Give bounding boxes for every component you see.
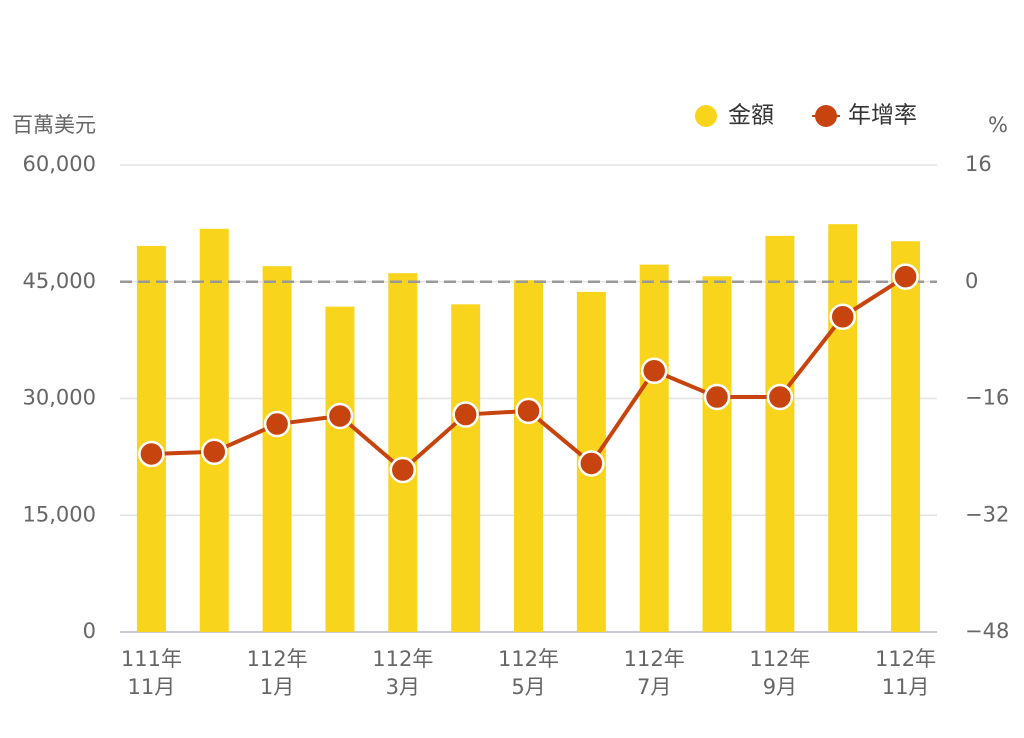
x-tick-label: 112年 [624, 647, 685, 671]
x-tick-label: 112年 [749, 647, 810, 671]
bar [199, 228, 229, 632]
y-tick-label: 15,000 [23, 502, 96, 526]
line-marker [138, 440, 165, 468]
bar [765, 235, 795, 632]
x-tick-label: 7月 [637, 675, 671, 699]
x-tick-label: 5月 [511, 675, 545, 699]
bar [702, 276, 732, 632]
line-marker [263, 410, 291, 438]
x-tick-label: 112年 [875, 647, 936, 671]
legend-label: 年增率 [848, 103, 917, 129]
bar [262, 266, 292, 632]
y-tick-label: 0 [83, 619, 96, 643]
line-marker [326, 402, 354, 430]
x-tick-label: 11月 [128, 675, 176, 699]
line-marker [452, 401, 479, 428]
y-tick-label: 30,000 [23, 386, 96, 410]
line-marker [703, 383, 731, 411]
x-tick-label: 112年 [372, 647, 433, 671]
bar [891, 241, 921, 632]
y-axis-unit: 百萬美元 [12, 113, 96, 137]
x-tick-label: 1月 [260, 675, 294, 699]
y2-tick-label: −16 [965, 386, 1009, 410]
y2-tick-label: 16 [965, 152, 992, 176]
legend-swatch [695, 105, 717, 127]
line-marker [640, 357, 668, 385]
legend-swatch [815, 105, 837, 127]
line-marker [892, 263, 919, 290]
x-tick-label: 11月 [882, 675, 930, 699]
x-tick-label: 3月 [386, 675, 420, 699]
x-tick-label: 112年 [247, 647, 308, 671]
y2-tick-label: −32 [965, 502, 1009, 526]
line-marker [766, 383, 794, 411]
line-marker [201, 438, 228, 466]
line-marker [578, 450, 605, 477]
bar [136, 245, 166, 633]
x-tick-label: 112年 [498, 647, 559, 671]
legend-label: 金額 [728, 103, 774, 129]
y-tick-label: 45,000 [23, 269, 96, 293]
bar [639, 264, 669, 632]
x-tick-label: 111年 [121, 647, 182, 671]
y2-axis-unit: % [988, 113, 1008, 137]
line-marker [389, 456, 417, 484]
bar [828, 224, 858, 633]
bar [388, 273, 418, 632]
y2-tick-label: 0 [965, 269, 978, 293]
y-tick-label: 60,000 [23, 152, 96, 176]
line-marker [829, 303, 856, 331]
bar [451, 304, 481, 632]
bar [325, 306, 355, 632]
y2-tick-label: −48 [965, 619, 1009, 643]
x-tick-label: 9月 [763, 675, 797, 699]
bar [514, 280, 543, 632]
line-marker [515, 397, 542, 425]
